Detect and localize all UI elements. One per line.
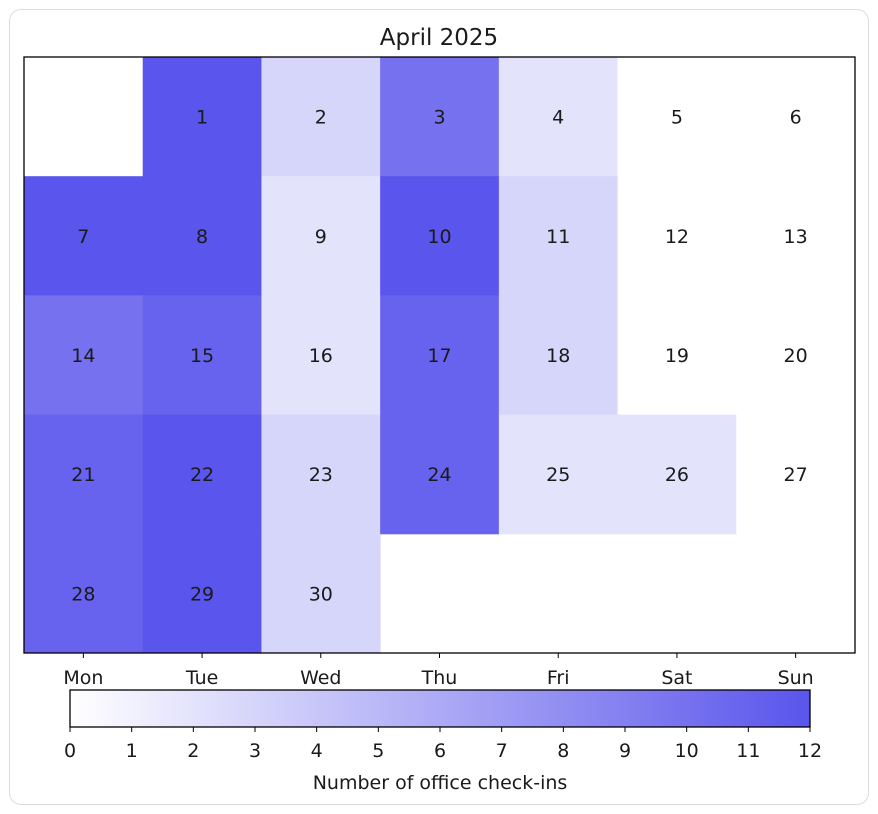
colorbar-tick-label: 0 — [64, 740, 76, 762]
heatmap-cell — [24, 295, 144, 416]
colorbar-tick-label: 2 — [187, 740, 199, 762]
day-label: 25 — [546, 464, 570, 486]
heatmap-cell — [617, 414, 737, 535]
day-label: 30 — [309, 583, 333, 605]
day-label: 12 — [665, 226, 689, 248]
day-label: 17 — [427, 345, 451, 367]
heatmap-cell — [24, 176, 144, 296]
colorbar-ticks: 0 1 2 3 4 5 6 7 8 9 10 11 12 — [64, 727, 822, 762]
day-label: 24 — [427, 464, 451, 486]
day-label: 4 — [552, 107, 564, 129]
heatmap-cell — [261, 57, 381, 177]
day-label: 16 — [309, 345, 333, 367]
heatmap-cell — [142, 57, 262, 177]
day-label: 23 — [309, 464, 333, 486]
day-label: 22 — [190, 464, 214, 486]
x-tick-label: Tue — [185, 667, 218, 689]
day-label: 19 — [665, 345, 689, 367]
day-label: 15 — [190, 345, 214, 367]
day-label: 27 — [784, 464, 808, 486]
day-label: 14 — [71, 345, 95, 367]
day-label: 8 — [196, 226, 208, 248]
heatmap-cell — [142, 176, 262, 296]
colorbar-tick-label: 4 — [311, 740, 323, 762]
colorbar-tick-label: 1 — [126, 740, 138, 762]
day-label: 20 — [784, 345, 808, 367]
heatmap-cell — [736, 57, 856, 177]
heatmap-cell — [498, 57, 619, 177]
heatmap-cell — [617, 176, 737, 296]
day-label: 29 — [190, 583, 214, 605]
heatmap-cell — [261, 295, 381, 416]
x-tick-label: Thu — [421, 667, 458, 689]
colorbar-label: Number of office check-ins — [313, 772, 568, 794]
colorbar-tick-label: 10 — [675, 740, 699, 762]
heatmap-cell — [498, 295, 619, 416]
chart-title: April 2025 — [380, 25, 498, 51]
day-label: 11 — [546, 226, 570, 248]
x-tick-label: Wed — [300, 667, 341, 689]
day-label: 3 — [433, 107, 445, 129]
heatmap-cell — [142, 414, 262, 535]
day-label: 13 — [784, 226, 808, 248]
colorbar-tick-label: 11 — [736, 740, 760, 762]
weekday-axis: Mon Tue Wed Thu Fri Sat Sun — [63, 653, 814, 689]
heatmap-cell — [24, 414, 144, 535]
colorbar-tick-label: 9 — [619, 740, 631, 762]
day-label: 21 — [71, 464, 95, 486]
day-label: 2 — [315, 107, 327, 129]
colorbar-tick-label: 6 — [434, 740, 446, 762]
colorbar-tick-label: 8 — [557, 740, 569, 762]
heatmap-cell — [380, 414, 500, 535]
heatmap-cell — [617, 295, 737, 416]
colorbar — [69, 689, 811, 728]
colorbar-tick-label: 12 — [798, 740, 822, 762]
day-label: 26 — [665, 464, 689, 486]
heatmap-cell — [498, 414, 619, 535]
x-tick-label: Mon — [63, 667, 103, 689]
heatmap-cell — [380, 57, 500, 177]
heatmap-cell — [261, 414, 381, 535]
heatmap-cell — [142, 295, 262, 416]
x-tick-label: Fri — [547, 667, 570, 689]
heatmap-cell — [498, 176, 619, 296]
heatmap-cell — [24, 533, 144, 654]
heatmap-cell — [380, 295, 500, 416]
heatmap-cell — [261, 176, 381, 296]
heatmap-cell — [617, 57, 737, 177]
colorbar-tick-label: 7 — [496, 740, 508, 762]
day-label: 1 — [196, 107, 208, 129]
x-tick-label: Sun — [778, 667, 814, 689]
day-label: 6 — [790, 107, 802, 129]
heatmap-cell — [736, 414, 856, 535]
x-tick-label: Sat — [661, 667, 692, 689]
heatmap-cell — [142, 533, 262, 654]
day-label: 18 — [546, 345, 570, 367]
heatmap-cell — [380, 176, 500, 296]
day-label: 28 — [71, 583, 95, 605]
day-label: 10 — [427, 226, 451, 248]
heatmap-cell — [736, 295, 856, 416]
heatmap-cell — [261, 533, 381, 654]
colorbar-tick-label: 3 — [249, 740, 261, 762]
day-label: 7 — [77, 226, 89, 248]
day-label: 9 — [315, 226, 327, 248]
colorbar-tick-label: 5 — [372, 740, 384, 762]
heatmap-cell — [736, 176, 856, 296]
day-label: 5 — [671, 107, 683, 129]
